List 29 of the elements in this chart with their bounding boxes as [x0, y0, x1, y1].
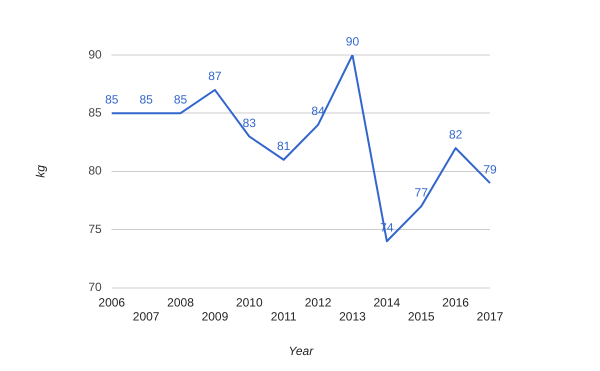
y-axis-title: kg — [34, 164, 48, 178]
data-label: 77 — [414, 186, 428, 200]
x-tick-label: 2011 — [270, 310, 297, 324]
data-label: 85 — [139, 92, 154, 107]
x-tick-label: 2007 — [132, 310, 160, 324]
y-tick-label: 90 — [88, 47, 102, 62]
y-tick-label: 85 — [88, 106, 102, 120]
x-tick-label: 2014 — [373, 295, 401, 310]
data-label: 85 — [174, 92, 188, 107]
x-axis-title: Year — [288, 344, 314, 358]
x-tick-label: 2013 — [339, 310, 366, 324]
x-tick-label: 2010 — [236, 295, 263, 310]
y-tick-label: 70 — [88, 280, 102, 294]
x-tick-label: 2009 — [202, 310, 229, 324]
x-tick-label: 2015 — [408, 310, 435, 324]
y-tick-label: 80 — [88, 164, 102, 178]
data-label: 87 — [208, 69, 222, 84]
x-tick-label: 2016 — [442, 295, 470, 310]
data-label: 79 — [483, 162, 497, 176]
data-label: 85 — [105, 92, 119, 107]
x-tick-label: 2008 — [167, 295, 194, 310]
x-tick-label: 2012 — [304, 295, 332, 310]
x-tick-label: 2006 — [98, 295, 126, 310]
data-label: 81 — [277, 139, 291, 154]
data-label: 83 — [242, 116, 256, 130]
y-tick-label: 75 — [88, 222, 102, 236]
data-label: 90 — [346, 34, 360, 48]
data-label: 82 — [448, 127, 463, 142]
x-tick-label: 2017 — [476, 310, 504, 324]
